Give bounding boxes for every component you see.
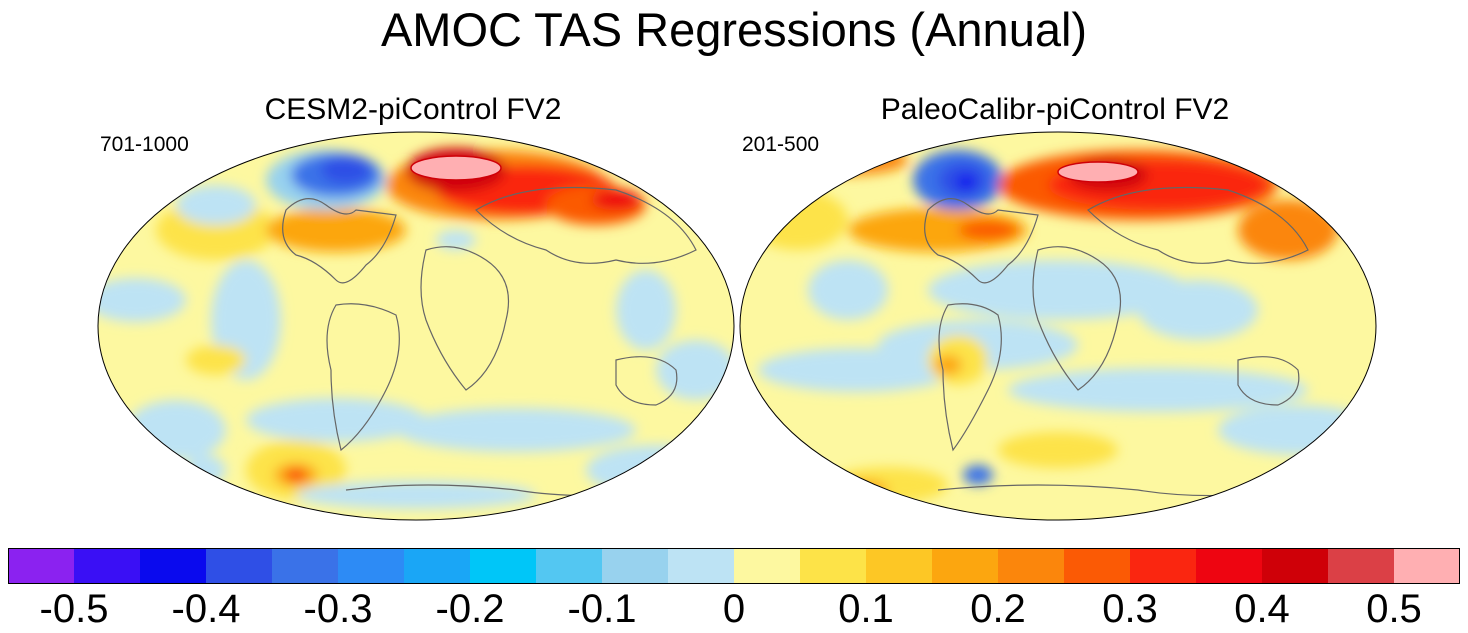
panel-2-title: PaleoCalibr-piControl FV2	[880, 93, 1230, 126]
colorbar-tick-label: 0.2	[970, 587, 1026, 631]
map-panel-1	[97, 131, 735, 521]
colorbar-tick-label: -0.4	[171, 587, 241, 631]
colorbar-swatch	[1262, 548, 1329, 584]
colorbar-swatch	[1064, 548, 1131, 584]
colorbar-swatch	[734, 548, 801, 584]
colorbar-swatch	[1328, 548, 1395, 584]
colorbar-tick-label: -0.1	[567, 587, 637, 631]
map-panel-2	[739, 131, 1377, 521]
colorbar-swatch	[602, 548, 669, 584]
colorbar-swatch	[206, 548, 273, 584]
colorbar-swatch	[1130, 548, 1197, 584]
colorbar-swatch	[800, 548, 867, 584]
colorbar-swatch	[536, 548, 603, 584]
colorbar-tick-label: 0.4	[1234, 587, 1290, 631]
colorbar-tick-label: -0.2	[435, 587, 505, 631]
colorbar-swatch	[404, 548, 471, 584]
panel-1-years: 701-1000	[100, 133, 189, 156]
colorbar-swatch	[932, 548, 999, 584]
colorbar-tick-label: 0.1	[838, 587, 894, 631]
colorbar	[8, 548, 1460, 584]
colorbar-swatch	[272, 548, 339, 584]
figure-title: AMOC TAS Regressions (Annual)	[380, 3, 1088, 56]
colorbar-swatch	[1196, 548, 1263, 584]
colorbar-tick-label: 0.3	[1102, 587, 1158, 631]
colorbar-swatch	[338, 548, 405, 584]
colorbar-swatch	[1394, 548, 1460, 584]
colorbar-swatch	[668, 548, 735, 584]
panel-1-title: CESM2-piControl FV2	[264, 93, 562, 126]
colorbar-tick-label: 0.5	[1366, 587, 1422, 631]
colorbar-swatch	[998, 548, 1065, 584]
colorbar-tick-label: -0.3	[303, 587, 373, 631]
colorbar-swatch	[470, 548, 537, 584]
colorbar-tick-label: -0.5	[39, 587, 109, 631]
colorbar-swatch	[866, 548, 933, 584]
colorbar-swatch	[140, 548, 207, 584]
panel-2-years: 201-500	[742, 133, 820, 156]
colorbar-tick-label: 0	[722, 587, 746, 631]
colorbar-swatch	[74, 548, 141, 584]
colorbar-swatch	[8, 548, 75, 584]
